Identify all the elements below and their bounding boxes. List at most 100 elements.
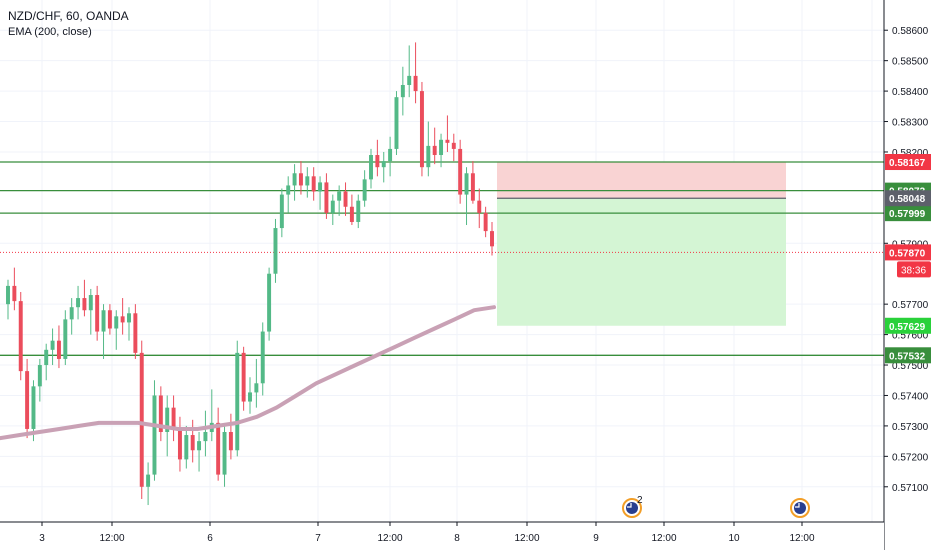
candle-body[interactable] <box>349 206 354 222</box>
candle-body[interactable] <box>190 435 195 451</box>
candle-body[interactable] <box>56 340 61 359</box>
last-price-tag[interactable] <box>885 244 931 261</box>
candle-body[interactable] <box>330 200 335 213</box>
candle-body[interactable] <box>25 371 30 429</box>
candle-body[interactable] <box>413 75 418 92</box>
hline-price-tag[interactable] <box>885 205 931 222</box>
candle-body[interactable] <box>241 352 246 402</box>
candle-body[interactable] <box>400 85 405 98</box>
candle-body[interactable] <box>127 313 131 323</box>
candle-body[interactable] <box>222 431 227 475</box>
candle-body[interactable] <box>273 228 278 274</box>
candle-body[interactable] <box>158 395 163 432</box>
candle-body[interactable] <box>18 301 23 372</box>
x-tick-label: 9 <box>593 533 599 544</box>
candle-body[interactable] <box>260 331 265 384</box>
candle-body[interactable] <box>343 191 348 207</box>
stop-price-tag[interactable] <box>885 154 931 171</box>
candle-body[interactable] <box>356 200 361 222</box>
candle-body[interactable] <box>324 182 329 213</box>
candle-body[interactable] <box>88 295 93 311</box>
candle-body[interactable] <box>177 428 182 460</box>
candle-body[interactable] <box>279 194 284 229</box>
candle-body[interactable] <box>394 97 399 149</box>
candle-body[interactable] <box>184 435 189 460</box>
candle-body[interactable] <box>82 298 87 311</box>
candle-body[interactable] <box>458 148 463 195</box>
time-axis[interactable] <box>0 522 884 550</box>
candle-body[interactable] <box>139 352 144 487</box>
candle-body[interactable] <box>292 173 297 186</box>
candle-body[interactable] <box>31 386 36 429</box>
candle-body[interactable] <box>451 142 456 149</box>
candle-body[interactable] <box>107 310 112 329</box>
candle-body[interactable] <box>419 91 424 168</box>
candle-body[interactable] <box>470 173 475 201</box>
flag-cross-icon <box>795 503 800 508</box>
candle-body[interactable] <box>254 383 259 393</box>
candle-body[interactable] <box>375 155 380 168</box>
candle-body[interactable] <box>445 139 450 143</box>
candle-body[interactable] <box>12 285 17 302</box>
candle-body[interactable] <box>50 340 55 350</box>
candle-body[interactable] <box>120 316 125 323</box>
symbol-title[interactable]: NZD/CHF, 60, OANDA <box>8 9 129 23</box>
candle-body[interactable] <box>464 173 469 195</box>
candle-body[interactable] <box>235 352 240 451</box>
candle-body[interactable] <box>337 191 342 201</box>
candle-body[interactable] <box>369 155 373 180</box>
candle-body[interactable] <box>37 365 42 387</box>
candle-body[interactable] <box>439 139 444 156</box>
candle-body[interactable] <box>381 161 386 168</box>
candle-body[interactable] <box>432 145 437 156</box>
candle-body[interactable] <box>171 407 176 429</box>
x-tick-label: 8 <box>454 533 460 544</box>
chart-legend: NZD/CHF, 60, OANDA EMA (200, close) <box>8 8 129 40</box>
stop-price-tag-text: 0.58167 <box>889 158 926 169</box>
candle-body[interactable] <box>63 319 68 359</box>
candle-body[interactable] <box>228 431 233 451</box>
candle-body[interactable] <box>407 75 412 86</box>
target-price-tag[interactable] <box>885 317 931 334</box>
candle-body[interactable] <box>426 145 431 168</box>
candle-body[interactable] <box>248 392 252 402</box>
x-tick-label: 3 <box>39 533 45 544</box>
hline-price-tag[interactable] <box>885 347 931 364</box>
candle-body[interactable] <box>490 231 494 247</box>
candle-body[interactable] <box>311 176 316 192</box>
indicator-label[interactable]: EMA (200, close) <box>8 26 92 38</box>
entry-price-tag[interactable] <box>885 190 931 207</box>
candle-body[interactable] <box>101 310 106 332</box>
candle-body[interactable] <box>216 422 221 475</box>
candle-body[interactable] <box>76 298 81 308</box>
candle-body[interactable] <box>388 148 393 162</box>
candle-body[interactable] <box>152 395 157 475</box>
candle-body[interactable] <box>95 295 100 332</box>
candle-body[interactable] <box>286 185 291 195</box>
bar-countdown-text: 38:36 <box>901 265 926 276</box>
candle-body[interactable] <box>318 182 323 192</box>
candle-body[interactable] <box>298 173 303 186</box>
candle-body[interactable] <box>165 407 170 432</box>
y-tick-label: 0.57100 <box>892 483 929 494</box>
candle-body[interactable] <box>305 176 310 186</box>
take-profit-zone[interactable] <box>497 198 786 326</box>
candle-body[interactable] <box>114 316 119 329</box>
candle-body[interactable] <box>44 349 49 366</box>
y-tick-label: 0.58400 <box>892 87 929 98</box>
y-tick-label: 0.58500 <box>892 57 929 68</box>
candle-body[interactable] <box>483 212 488 232</box>
candle-body[interactable] <box>69 307 74 320</box>
candle-body[interactable] <box>203 431 208 442</box>
candle-body[interactable] <box>362 179 367 201</box>
candle-body[interactable] <box>146 474 151 487</box>
candle-body[interactable] <box>197 441 202 451</box>
candle-body[interactable] <box>267 273 272 332</box>
ema-200-line[interactable] <box>0 305 496 441</box>
candle-body[interactable] <box>477 200 482 213</box>
candle-body[interactable] <box>6 285 10 305</box>
stop-loss-zone[interactable] <box>497 162 786 199</box>
candle-body[interactable] <box>133 313 138 353</box>
